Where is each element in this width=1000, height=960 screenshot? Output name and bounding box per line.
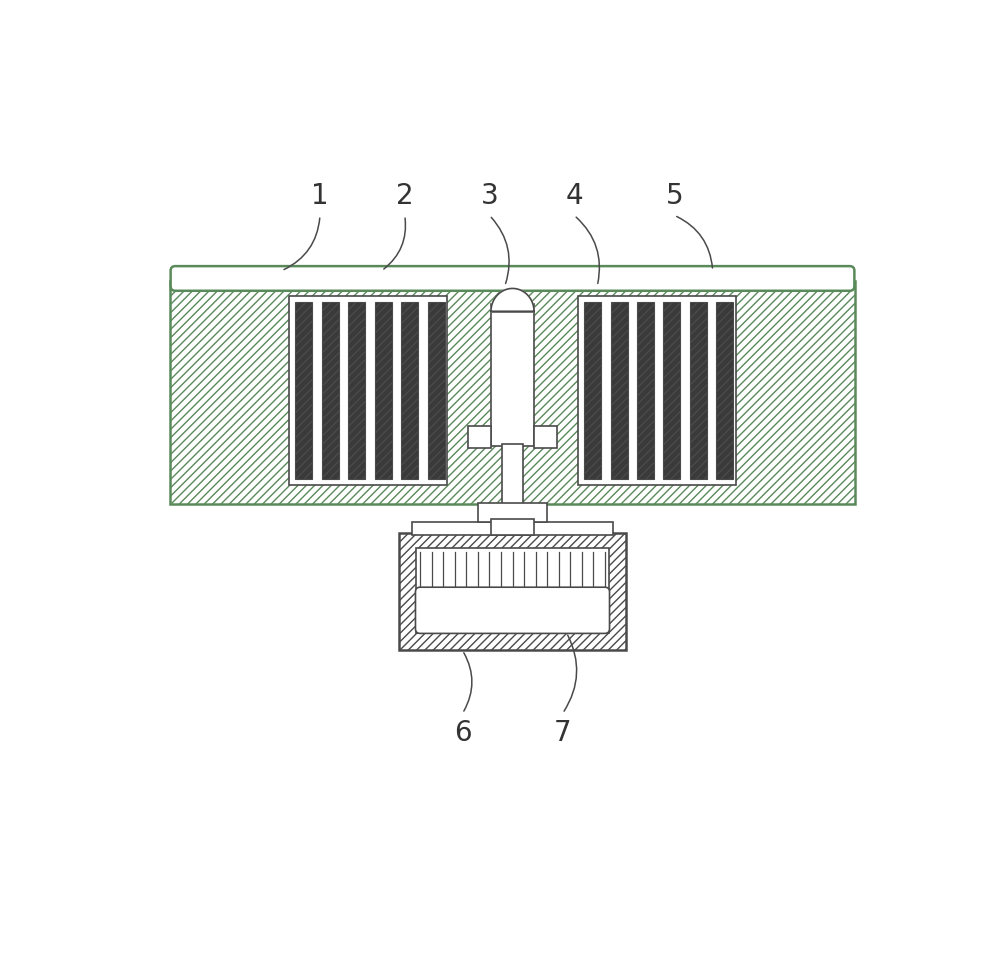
Bar	[289, 296, 447, 485]
Bar	[611, 302, 628, 479]
Text: 1: 1	[311, 182, 329, 210]
Text: 3: 3	[481, 182, 498, 210]
Text: 7: 7	[554, 719, 571, 747]
Bar	[322, 302, 339, 479]
Bar	[478, 502, 547, 522]
Bar	[491, 304, 534, 446]
Bar	[690, 302, 707, 479]
Bar	[170, 280, 855, 504]
Bar	[534, 426, 557, 447]
Bar	[491, 519, 534, 535]
Bar	[428, 302, 445, 479]
Bar	[716, 302, 733, 479]
Text: 6: 6	[454, 719, 471, 747]
Polygon shape	[491, 288, 534, 312]
Bar	[578, 296, 736, 485]
Bar	[416, 548, 609, 633]
Text: 5: 5	[665, 182, 683, 210]
Bar	[584, 302, 601, 479]
Bar	[401, 302, 418, 479]
Bar	[348, 302, 365, 479]
Bar	[295, 302, 312, 479]
Bar	[637, 302, 654, 479]
Bar	[375, 302, 392, 479]
Text: 2: 2	[396, 182, 414, 210]
Bar	[468, 426, 491, 447]
Bar	[663, 302, 680, 479]
FancyBboxPatch shape	[415, 588, 610, 634]
Bar	[502, 444, 523, 504]
Bar	[412, 522, 613, 535]
Text: 4: 4	[565, 182, 583, 210]
FancyBboxPatch shape	[171, 266, 854, 291]
Bar	[399, 534, 626, 650]
